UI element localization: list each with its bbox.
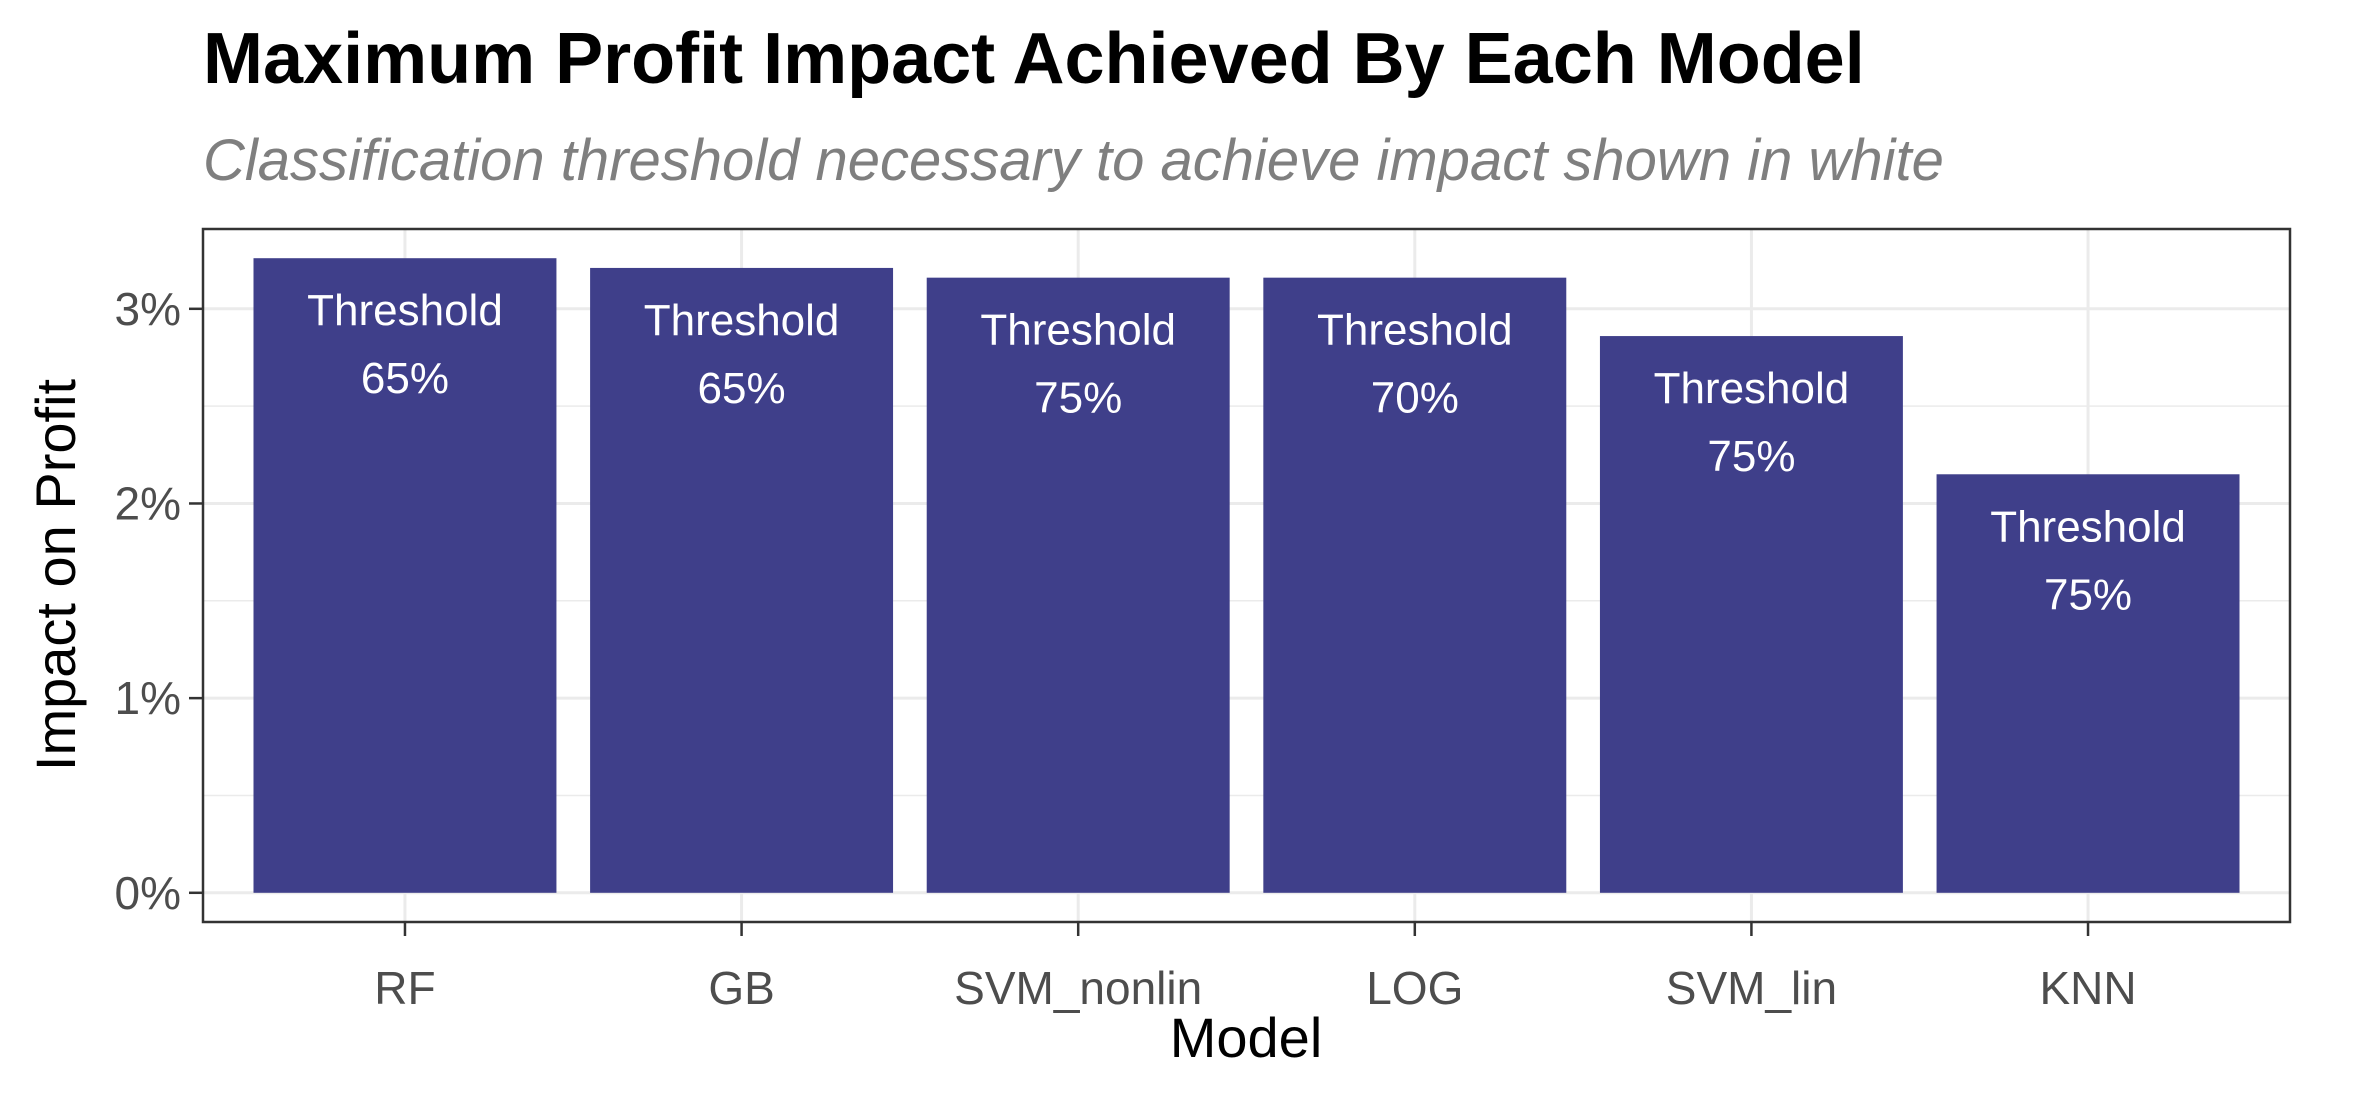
chart-subtitle: Classification threshold necessary to ac…	[203, 128, 1944, 193]
bar-label-log-value: 70%	[1371, 374, 1459, 423]
bar-label-log-title: Threshold	[1317, 306, 1513, 355]
bar-label-gb-value: 65%	[698, 364, 786, 413]
bar-label-gb-title: Threshold	[644, 296, 840, 345]
x-tick-label: KNN	[2039, 962, 2136, 1014]
chart-title: Maximum Profit Impact Achieved By Each M…	[203, 19, 1865, 99]
y-tick-label: 0%	[115, 867, 181, 919]
bar-label-knn-value: 75%	[2044, 570, 2132, 619]
bar-gb	[590, 267, 894, 893]
bar-label-knn-title: Threshold	[1990, 502, 2186, 551]
bar-label-svm_lin-title: Threshold	[1654, 364, 1850, 413]
y-axis-title: Impact on Profit	[24, 378, 87, 771]
x-tick-label: SVM_lin	[1666, 962, 1837, 1014]
bar-knn	[1936, 474, 2240, 893]
y-axis: 0% 1% 2% 3%	[115, 283, 203, 919]
y-tick-label: 2%	[115, 477, 181, 529]
panel-border	[201, 227, 2292, 924]
bar-label-svm_lin-value: 75%	[1707, 432, 1795, 481]
bars	[253, 258, 2240, 893]
bar-log	[1263, 277, 1567, 893]
bar-label-rf-title: Threshold	[307, 286, 503, 335]
bar-label-rf-value: 65%	[361, 354, 449, 403]
bar-svm_nonlin	[926, 277, 1230, 893]
x-axis: RF GB SVM_nonlin LOG SVM_lin KNN	[374, 922, 2137, 1014]
y-tick-label: 1%	[115, 672, 181, 724]
bar-rf	[253, 258, 557, 893]
x-tick-label: RF	[374, 962, 435, 1014]
x-tick-label: SVM_nonlin	[954, 962, 1202, 1014]
x-tick-label: LOG	[1366, 962, 1463, 1014]
bar-labels: Threshold 65% Threshold 65% Threshold 75% Thre…	[307, 286, 2186, 619]
bar-label-svm_nonlin-title: Threshold	[980, 306, 1176, 355]
y-tick-label: 3%	[115, 283, 181, 335]
bar-svm_lin	[1599, 336, 1903, 893]
bar-label-svm_nonlin-value: 75%	[1034, 374, 1122, 423]
x-axis-title: Model	[1170, 1006, 1323, 1069]
x-tick-label: GB	[708, 962, 774, 1014]
